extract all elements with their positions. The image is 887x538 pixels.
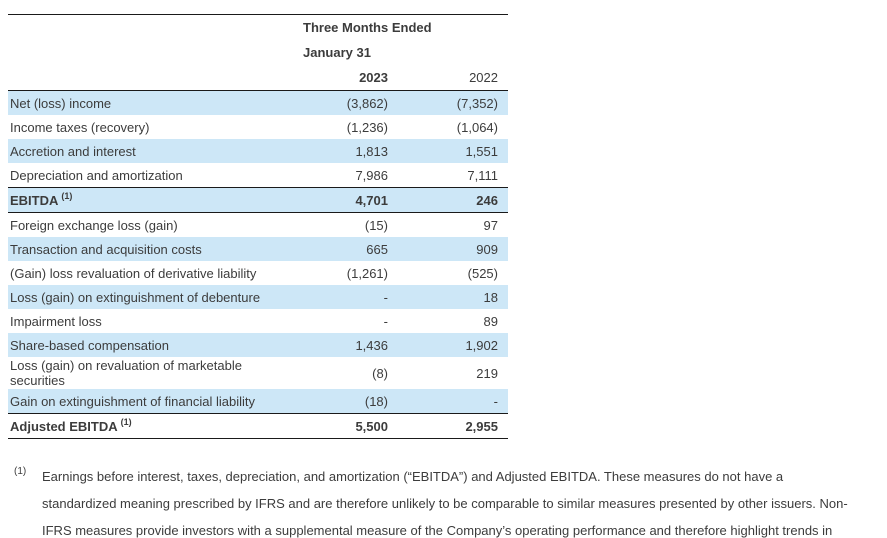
period-header-line1: Three Months Ended: [303, 20, 432, 35]
footnote: (1) Earnings before interest, taxes, dep…: [14, 463, 859, 538]
value-2022: -: [493, 393, 498, 409]
value-2022: 219: [476, 365, 498, 381]
header-spacer: [8, 40, 286, 65]
value-2023: 4,701: [355, 192, 388, 208]
table-row: Loss (gain) on extinguishment of debentu…: [8, 285, 508, 309]
value-2022: (7,352): [456, 95, 498, 111]
row-label: EBITDA (1): [10, 191, 73, 208]
value-2023: (1,261): [346, 265, 388, 281]
value-2022: 909: [476, 241, 498, 257]
value-2023: 1,436: [355, 337, 388, 353]
table-row: EBITDA (1) 4,701 246: [8, 187, 508, 213]
row-label: Transaction and acquisition costs: [10, 241, 202, 257]
row-label: Loss (gain) on extinguishment of debentu…: [10, 289, 261, 305]
value-2022: 89: [483, 313, 498, 329]
row-label: Impairment loss: [10, 313, 102, 329]
row-label: Share-based compensation: [10, 337, 169, 353]
value-2023: 7,986: [355, 167, 388, 183]
row-label: Gain on extinguishment of financial liab…: [10, 393, 255, 409]
table-row: (Gain) loss revaluation of derivative li…: [8, 261, 508, 285]
value-2023: -: [383, 313, 388, 329]
row-label: Loss (gain) on revaluation of marketable…: [10, 358, 242, 388]
table-header: Three Months Ended January 31 2023 2022: [8, 15, 508, 91]
period-header-row-2: January 31: [8, 40, 508, 65]
row-label: Net (loss) income: [10, 95, 112, 111]
row-label: Income taxes (recovery): [10, 119, 150, 135]
table-row: Depreciation and amortization 7,986 7,111: [8, 163, 508, 188]
value-2022: (1,064): [456, 119, 498, 135]
value-2022: 7,111: [467, 167, 498, 183]
value-2022: 2,955: [465, 418, 498, 434]
table-row: Loss (gain) on revaluation of marketable…: [8, 357, 508, 389]
table-row: Accretion and interest 1,813 1,551: [8, 139, 508, 163]
value-2022: 97: [483, 217, 498, 233]
period-header-row-1: Three Months Ended: [8, 15, 508, 41]
table-row: Gain on extinguishment of financial liab…: [8, 389, 508, 414]
value-2022: 246: [476, 192, 498, 208]
table-row: Net (loss) income (3,862) (7,352): [8, 90, 508, 115]
column-header-2023: 2023: [359, 70, 388, 85]
header-spacer: [8, 65, 286, 91]
value-2022: 18: [483, 289, 498, 305]
table-body: Net (loss) income (3,862) (7,352) Income ta…: [8, 90, 508, 439]
table-row: Transaction and acquisition costs 665 909: [8, 237, 508, 261]
value-2023: (18): [364, 393, 388, 409]
footnote-text: Earnings before interest, taxes, depreci…: [42, 469, 848, 538]
row-label: Adjusted EBITDA (1): [10, 417, 132, 434]
year-header-row: 2023 2022: [8, 65, 508, 91]
ebitda-reconciliation-table: Three Months Ended January 31 2023 2022 …: [8, 14, 508, 439]
value-2023: (15): [364, 217, 388, 233]
value-2023: -: [383, 289, 388, 305]
value-2023: 665: [366, 241, 388, 257]
footnote-reference: (1): [61, 191, 73, 202]
footnote-reference: (1): [120, 417, 132, 428]
value-2023: 1,813: [355, 143, 388, 159]
footnote-marker: (1): [14, 466, 27, 477]
row-label: (Gain) loss revaluation of derivative li…: [10, 265, 257, 281]
value-2023: 5,500: [355, 418, 388, 434]
table-row: Adjusted EBITDA (1) 5,500 2,955: [8, 413, 508, 439]
row-label: Accretion and interest: [10, 143, 136, 159]
row-label: Depreciation and amortization: [10, 167, 183, 183]
value-2022: 1,902: [465, 337, 498, 353]
period-header-line2: January 31: [303, 45, 371, 60]
value-2023: (8): [372, 365, 388, 381]
value-2023: (3,862): [346, 95, 388, 111]
value-2023: (1,236): [346, 119, 388, 135]
header-spacer: [8, 15, 286, 41]
value-2022: (525): [467, 265, 498, 281]
column-header-2022: 2022: [469, 70, 498, 85]
value-2022: 1,551: [465, 143, 498, 159]
row-label: Foreign exchange loss (gain): [10, 217, 178, 233]
table-row: Foreign exchange loss (gain) (15) 97: [8, 213, 508, 238]
table-row: Impairment loss - 89: [8, 309, 508, 333]
table-row: Share-based compensation 1,436 1,902: [8, 333, 508, 357]
table-row: Income taxes (recovery) (1,236) (1,064): [8, 115, 508, 139]
